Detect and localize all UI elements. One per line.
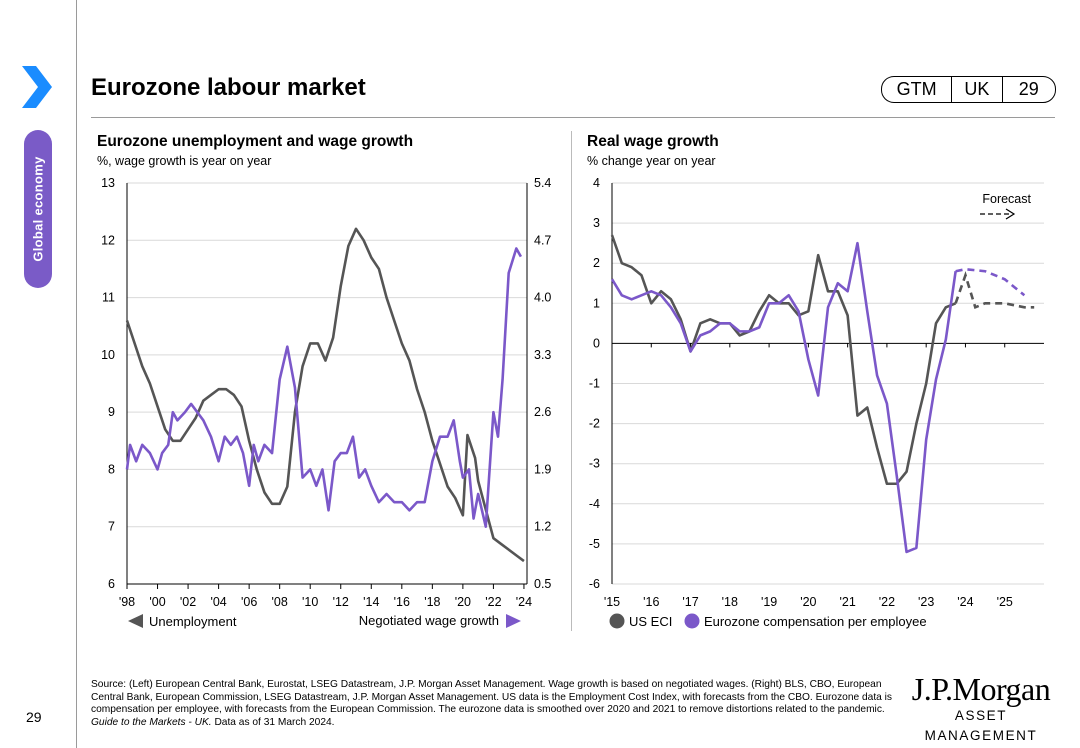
y-tick-label: -2	[589, 417, 600, 431]
x-tick-label: '25	[997, 595, 1013, 609]
x-tick-label: '08	[272, 595, 288, 609]
x-tick-label: '22	[485, 595, 501, 609]
x-tick-label: '06	[241, 595, 257, 609]
y-tick-label: 2	[593, 256, 600, 270]
x-tick-label: '17	[682, 595, 698, 609]
y-tick-label-left: 7	[108, 520, 115, 534]
y-tick-label: 1	[593, 296, 600, 310]
source-guide-title: Guide to the Markets - UK.	[91, 716, 212, 728]
legend-label-us-eci: US ECI	[629, 614, 672, 629]
x-tick-label: '16	[643, 595, 659, 609]
x-tick-label: '18	[722, 595, 738, 609]
y-tick-label-right: 4.0	[534, 291, 551, 305]
gtm-badge: GTM UK 29	[881, 76, 1056, 103]
logo-subtitle: ASSET MANAGEMENT	[924, 708, 1038, 743]
series-line-eurozone-compensation-forecast	[955, 267, 1026, 297]
right-chart-subtitle: % change year on year	[587, 154, 716, 168]
x-tick-label: '22	[879, 595, 895, 609]
series-line-eurozone-compensation	[610, 241, 957, 554]
x-tick-label: '24	[516, 595, 532, 609]
page-number: 29	[26, 709, 42, 725]
legend-arrow-right-icon	[506, 614, 521, 628]
y-tick-label: 3	[593, 216, 600, 230]
section-tab	[24, 130, 52, 288]
left-chart: 6 7 8 9 10 11 12 13 0.5 1.2 1.9 2.6 3.3 4.0 4.7 5.4 '98 '…	[101, 176, 551, 629]
left-chart-title: Eurozone unemployment and wage growth	[97, 133, 414, 150]
x-tick-label: '02	[180, 595, 196, 609]
y-tick-label-left: 11	[102, 291, 115, 305]
y-tick-label-right: 4.7	[534, 233, 551, 247]
section-tab-label-wrap: Global economy	[24, 130, 52, 288]
x-tick-label: '20	[800, 595, 816, 609]
left-chart-subtitle: %, wage growth is year on year	[97, 154, 272, 168]
y-tick-label: -3	[589, 457, 600, 471]
x-tick-label: '21	[839, 595, 855, 609]
x-tick-label: '15	[604, 595, 620, 609]
series-line-unemployment	[125, 227, 525, 563]
y-tick-label-left: 12	[101, 233, 115, 247]
y-tick-label-right: 3.3	[534, 348, 551, 362]
y-tick-label-left: 13	[101, 176, 115, 190]
y-tick-label-left: 10	[101, 348, 115, 362]
x-tick-label: '24	[957, 595, 973, 609]
y-tick-label-right: 5.4	[534, 176, 551, 190]
jpmorgan-logo: J.P.Morgan ASSET MANAGEMENT	[906, 672, 1056, 746]
y-tick-label-left: 6	[108, 577, 115, 591]
source-text: Source: (Left) European Central Bank, Eu…	[91, 679, 893, 716]
x-tick-label: '19	[761, 595, 777, 609]
y-tick-label-right: 2.6	[534, 405, 551, 419]
y-tick-label: -1	[589, 377, 600, 391]
x-tick-label: '00	[149, 595, 165, 609]
y-tick-label: -6	[589, 577, 600, 591]
source-date: Data as of 31 March 2024.	[211, 716, 335, 728]
x-tick-label: '14	[363, 595, 379, 609]
right-chart-title: Real wage growth	[587, 133, 719, 150]
badge-page-number: 29	[1018, 79, 1039, 99]
header-divider	[91, 117, 1055, 118]
right-chart: -6 -5 -4 -3 -2 -1 0 1 2 3 4 '15 '16 '17 '18 '19 '20 '21 '2…	[589, 176, 1044, 629]
y-tick-label-right: 1.2	[534, 520, 551, 534]
y-tick-label: -4	[589, 497, 600, 511]
y-tick-label-right: 1.9	[534, 462, 551, 476]
legend-arrow-left-icon	[128, 614, 143, 628]
legend-label-eurozone-compensation: Eurozone compensation per employee	[704, 614, 927, 629]
source-note: Source: (Left) European Central Bank, Eu…	[91, 679, 901, 729]
y-tick-label: 0	[593, 336, 600, 350]
legend-dot-us-eci-icon	[609, 613, 625, 629]
series-line-us-eci-forecast	[954, 271, 1035, 310]
x-tick-label: '16	[394, 595, 410, 609]
x-tick-label: '23	[918, 595, 934, 609]
y-tick-label-right: 0.5	[534, 577, 551, 591]
x-tick-label: '20	[455, 595, 471, 609]
legend-label-unemployment: Unemployment	[149, 614, 237, 629]
y-tick-label: 4	[593, 176, 600, 190]
gtm-label: GTM	[882, 77, 953, 102]
page-title: Eurozone labour market	[91, 74, 366, 101]
chevron-right-icon	[22, 66, 52, 108]
series-line-us-eci	[610, 234, 957, 486]
section-tab-label: Global economy	[30, 156, 46, 262]
x-tick-label: '18	[424, 595, 440, 609]
legend-label-negotiated-wage-growth: Negotiated wage growth	[359, 613, 499, 628]
y-tick-label-left: 8	[108, 462, 115, 476]
x-tick-label: '98	[119, 595, 135, 609]
series-line-negotiated-wage-growth	[125, 247, 523, 529]
logo-wordmark: J.P.Morgan	[911, 671, 1051, 707]
chart-divider	[571, 131, 572, 631]
y-tick-label-left: 9	[108, 405, 115, 419]
forecast-arrow-icon	[1005, 208, 1016, 220]
x-tick-label: '12	[333, 595, 349, 609]
sidebar-divider	[76, 0, 77, 748]
y-tick-label: -5	[589, 537, 600, 551]
legend-dot-eurozone-icon	[684, 613, 700, 629]
x-tick-label: '04	[210, 595, 226, 609]
region-label: UK	[952, 77, 1003, 102]
x-tick-label: '10	[302, 595, 318, 609]
forecast-annotation: Forecast	[982, 192, 1031, 206]
